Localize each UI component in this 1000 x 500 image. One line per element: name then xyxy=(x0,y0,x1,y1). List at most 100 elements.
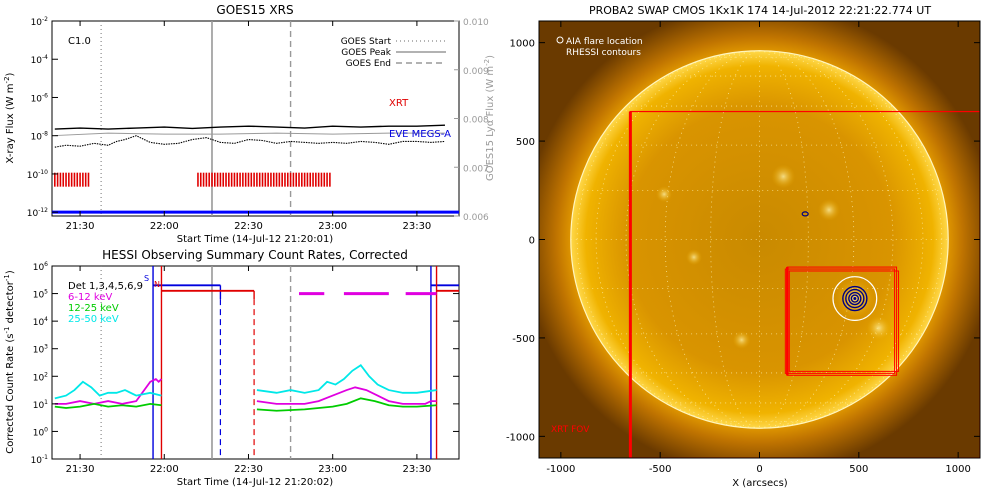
rhessi-small-contour xyxy=(801,211,809,217)
hessi-series-12-25-keV xyxy=(54,402,162,409)
goes-long-series xyxy=(54,124,445,130)
hessi-series-6-12-keV xyxy=(54,377,163,405)
swap-y-tick-label: 500 xyxy=(516,137,535,148)
saa-flag-label: S xyxy=(144,274,149,283)
goes-x-tick-label: 21:30 xyxy=(66,221,95,232)
swap-x-ticks: -1000 -500 0 500 1000 xyxy=(546,21,971,475)
hessi-x-label: Start Time (14-Jul-12 21:20:02) xyxy=(177,477,334,488)
hessi-x-tick-label: 23:30 xyxy=(402,464,431,475)
swap-x-label: X (arcsecs) xyxy=(732,478,788,489)
xrt-series-label: XRT xyxy=(389,98,409,109)
goes-x-label: Start Time (14-Jul-12 21:20:01) xyxy=(177,234,334,245)
heliographic-grid xyxy=(570,50,949,429)
hessi-y-tick-label: 100 xyxy=(33,426,48,438)
hessi-series-6-12-keV-b xyxy=(256,386,437,405)
hessi-y-label: Corrected Count Rate (s-1 detector-1) xyxy=(3,270,16,454)
swap-x-tick-label: -1000 xyxy=(546,464,575,475)
active-region-glow xyxy=(866,316,891,340)
legend-goes-peak: GOES Peak xyxy=(341,48,391,58)
hessi-title: HESSI Observing Summary Count Rates, Cor… xyxy=(102,248,408,262)
goes-class-label: C1.0 xyxy=(68,36,91,47)
hessi-y-tick-label: 102 xyxy=(33,371,48,383)
legend-goes-end: GOES End xyxy=(346,59,391,69)
swap-image xyxy=(539,21,980,458)
swap-x-tick-label: -500 xyxy=(649,464,672,475)
goes-x-tick-label: 23:30 xyxy=(402,221,431,232)
goes-plot-frame xyxy=(51,20,460,217)
hessi-y-tick-label: 10-1 xyxy=(31,454,49,466)
goes-y2-ticks: 0.006 0.007 0.008 0.009 0.010 xyxy=(454,18,489,223)
swap-y-ticks: 1000 500 0 -500 -1000 xyxy=(506,39,980,443)
goes-marks xyxy=(52,21,459,216)
hessi-legend-25-50: 25-50 keV xyxy=(68,314,119,325)
active-region-glow xyxy=(818,199,840,221)
hessi-x-tick-label: 22:00 xyxy=(150,464,179,475)
goes-y2-tick-label: 0.010 xyxy=(463,18,489,28)
goes-short-series xyxy=(54,135,446,148)
swap-y-tick-label: 1000 xyxy=(510,39,535,50)
goes-y-tick-label: 10-12 xyxy=(27,207,48,219)
legend-aia-symbol xyxy=(556,36,564,44)
rhessi-contour xyxy=(842,285,868,312)
goes-x-tick-label: 22:00 xyxy=(150,221,179,232)
rhessi-contour-core xyxy=(853,297,857,301)
rhessi-contour xyxy=(848,291,862,306)
hessi-marks xyxy=(54,266,459,459)
hessi-series-12-25-keV-b xyxy=(256,397,437,412)
goes-x-ticks: 21:30 22:00 22:30 23:00 23:30 xyxy=(66,21,431,232)
goes-x-tick-label: 22:30 xyxy=(234,221,263,232)
swap-legend: AIA flare location RHESSI contours xyxy=(556,36,643,58)
active-region-glow xyxy=(771,164,796,189)
goes-title: GOES15 XRS xyxy=(216,3,293,17)
goes-y-tick-label: 10-10 xyxy=(27,169,48,181)
goes-y-ticks: 10-2 10-4 10-6 10-8 10-10 10-12 xyxy=(27,16,58,219)
legend-aia-flare-location: AIA flare location xyxy=(566,37,643,47)
hessi-x-tick-label: 23:00 xyxy=(318,464,347,475)
legend-rhessi-contours: RHESSI contours xyxy=(566,48,641,58)
hessi-legend-6-12: 6-12 keV xyxy=(68,292,112,303)
rhessi-contour xyxy=(850,294,860,303)
aia-flare-location-circle xyxy=(832,276,878,322)
hessi-x-tick-label: 21:30 xyxy=(66,464,95,475)
goes-y-label: X-ray Flux (W m-2) xyxy=(3,72,16,163)
goes-y-tick-label: 10-8 xyxy=(31,131,49,143)
xrt-subfield-box xyxy=(784,268,896,374)
hessi-y-tick-label: 106 xyxy=(33,261,48,273)
swap-y-tick-label: 0 xyxy=(529,236,535,247)
hessi-y-tick-label: 104 xyxy=(33,316,48,328)
swap-x-tick-label: 0 xyxy=(756,464,762,475)
swap-panel: PROBA2 SWAP CMOS 1Kx1K 174 14-Jul-2012 2… xyxy=(506,4,981,489)
goes-y2-label: GOES15 Lyα Flux (W m-2) xyxy=(483,55,496,181)
hessi-plot-frame xyxy=(51,265,460,460)
hessi-series-25-50-keV xyxy=(54,380,162,400)
goes-legend: GOES Start GOES Peak GOES End xyxy=(341,37,446,69)
xrt-fov-label: XRT FOV xyxy=(551,425,590,435)
swap-x-tick-label: 500 xyxy=(849,464,868,475)
longitude-line xyxy=(759,50,855,429)
swap-title: PROBA2 SWAP CMOS 1Kx1K 174 14-Jul-2012 2… xyxy=(589,4,931,17)
hessi-x-ticks: 21:30 22:00 22:30 23:00 23:30 xyxy=(66,266,431,475)
hessi-y-ticks: 10-1 100 101 102 103 104 105 106 xyxy=(31,261,459,466)
hessi-series-25-50-keV-b xyxy=(256,364,437,394)
xrt-subfield-box xyxy=(788,270,900,372)
goes-y2-tick-label: 0.009 xyxy=(463,67,489,77)
longitude-line xyxy=(664,50,760,429)
legend-goes-start: GOES Start xyxy=(341,37,392,47)
swap-y-tick-label: -500 xyxy=(512,334,535,345)
night-flag-label: N xyxy=(154,280,160,289)
hessi-legend-12-25: 12-25 keV xyxy=(68,303,119,314)
active-region-glow xyxy=(732,330,751,349)
goes-y-tick-label: 10-2 xyxy=(31,16,49,28)
lyman-alpha-series xyxy=(54,132,445,137)
goes-y-tick-label: 10-6 xyxy=(31,92,49,104)
goes-y2-tick-label: 0.006 xyxy=(463,213,489,223)
hessi-panel: HESSI Observing Summary Count Rates, Cor… xyxy=(3,248,460,488)
goes-y-tick-label: 10-4 xyxy=(31,54,49,66)
hessi-legend: Det 1,3,4,5,6,9 6-12 keV 12-25 keV 25-50… xyxy=(68,281,143,325)
goes-x-tick-label: 23:00 xyxy=(318,221,347,232)
goes-y2-tick-label: 0.007 xyxy=(463,164,489,174)
rhessi-contour xyxy=(845,288,865,309)
hessi-y-tick-label: 105 xyxy=(33,289,48,301)
hessi-y-tick-label: 103 xyxy=(33,344,48,356)
